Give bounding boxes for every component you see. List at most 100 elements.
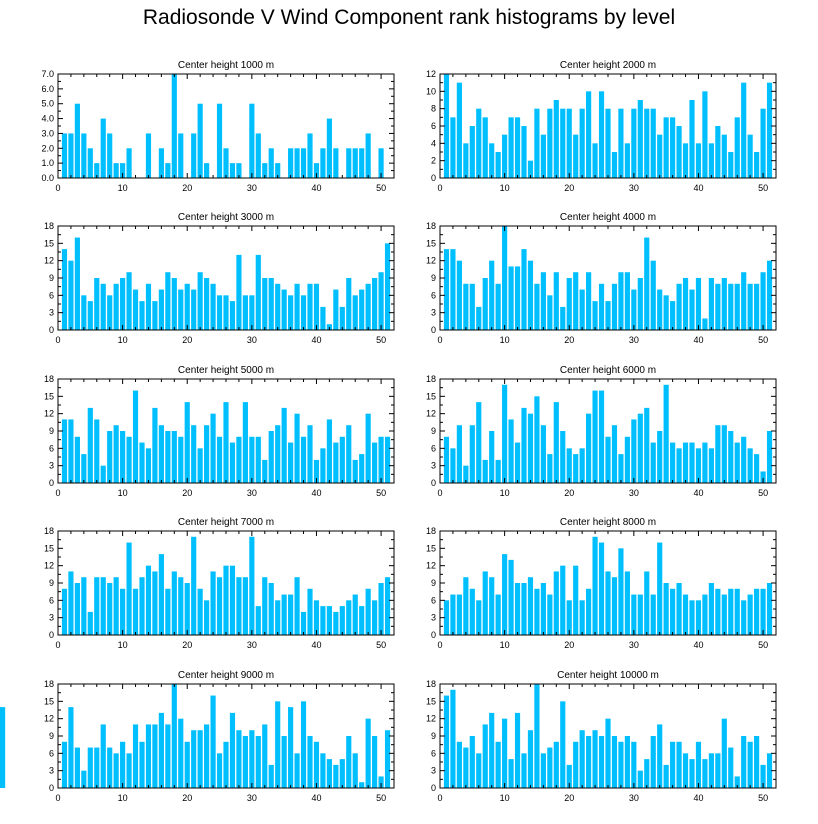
bar — [689, 442, 695, 483]
bar — [663, 117, 669, 178]
bar — [715, 283, 721, 330]
bar — [450, 594, 456, 635]
bar — [249, 730, 255, 788]
bar — [747, 134, 753, 178]
bar — [456, 425, 462, 483]
x-tick-label: 0 — [437, 183, 442, 193]
bar — [139, 741, 145, 788]
bar — [657, 724, 663, 788]
y-tick-label: 12 — [44, 561, 54, 571]
bar — [637, 413, 643, 483]
x-tick-label: 30 — [629, 335, 639, 345]
bar — [482, 459, 488, 483]
bar — [197, 588, 203, 635]
bar — [294, 148, 300, 178]
bar — [489, 712, 495, 788]
bar — [94, 163, 100, 178]
y-tick-label: 6 — [431, 595, 436, 605]
bar — [191, 289, 197, 330]
bar — [255, 736, 261, 788]
bar — [495, 152, 501, 178]
bar — [184, 741, 190, 788]
x-tick-label: 50 — [376, 793, 386, 803]
bar — [275, 163, 281, 178]
y-tick-label: 3 — [431, 461, 436, 471]
bar — [229, 565, 236, 635]
x-tick-label: 40 — [311, 488, 321, 498]
bar — [489, 431, 495, 483]
x-tick-label: 40 — [311, 793, 321, 803]
bar — [521, 249, 527, 330]
y-tick-label: 0 — [431, 478, 436, 488]
bar — [145, 724, 152, 788]
bar — [573, 741, 579, 788]
bar — [754, 283, 760, 330]
bar — [508, 419, 514, 483]
bar — [204, 600, 210, 635]
bar — [495, 741, 501, 788]
x-tick-label: 50 — [758, 183, 768, 193]
y-tick-label: 15 — [44, 543, 54, 553]
x-tick-label: 20 — [182, 183, 192, 193]
x-tick-label: 50 — [376, 640, 386, 650]
bar — [618, 454, 624, 483]
bar — [534, 108, 540, 178]
bar — [482, 724, 488, 788]
bar — [721, 594, 727, 635]
bar — [754, 454, 760, 483]
bar — [721, 134, 727, 178]
bar — [178, 577, 184, 635]
bar — [210, 571, 216, 635]
bar — [689, 100, 695, 178]
bar — [450, 249, 456, 330]
bar — [365, 413, 371, 483]
bar — [255, 436, 261, 483]
bar — [191, 425, 197, 483]
bar — [94, 577, 100, 635]
x-tick-label: 40 — [693, 488, 703, 498]
bar — [275, 283, 281, 330]
bar — [695, 143, 702, 178]
bar — [644, 237, 650, 330]
bar — [113, 753, 119, 788]
bar — [450, 689, 456, 788]
bar — [87, 148, 93, 178]
y-tick-label: 6 — [49, 290, 54, 300]
bar — [307, 588, 313, 635]
panel-title: Center height 1000 m — [178, 60, 274, 71]
bar — [456, 260, 462, 330]
x-tick-label: 20 — [182, 640, 192, 650]
bar — [463, 283, 469, 330]
y-tick-label: 4 — [431, 138, 436, 148]
histogram-panel-8: Center height 8000 m 0 10 20 30 40 50 0 3 6 9 12 15 1… — [426, 517, 777, 650]
bar — [242, 577, 248, 635]
bar — [204, 163, 210, 178]
y-tick-label: 3 — [49, 461, 54, 471]
histogram-panel-9: Center height 9000 m 0 10 20 30 40 50 0 3 6 9 12 15 1… — [44, 670, 395, 803]
bar — [236, 163, 242, 178]
bar — [560, 306, 566, 330]
x-tick-label: 0 — [55, 640, 60, 650]
bar — [463, 577, 469, 635]
bar — [223, 741, 229, 788]
bar — [553, 571, 559, 635]
bar — [598, 390, 605, 483]
bar — [670, 588, 676, 635]
bar — [307, 425, 313, 483]
y-tick-label: 6 — [49, 748, 54, 758]
bar — [502, 134, 508, 178]
bar — [126, 753, 132, 788]
y-tick-label: 7.0 — [41, 69, 54, 79]
bar — [165, 588, 171, 635]
bar — [534, 588, 540, 635]
bar — [721, 278, 727, 330]
bar — [650, 260, 656, 330]
bar — [139, 442, 145, 483]
y-tick-label: 0 — [431, 325, 436, 335]
y-tick-label: 12 — [426, 409, 436, 419]
bar — [728, 283, 734, 330]
bar — [605, 718, 611, 788]
y-tick-label: 12 — [44, 714, 54, 724]
panel-title: Center height 6000 m — [560, 365, 656, 376]
bar — [223, 565, 229, 635]
